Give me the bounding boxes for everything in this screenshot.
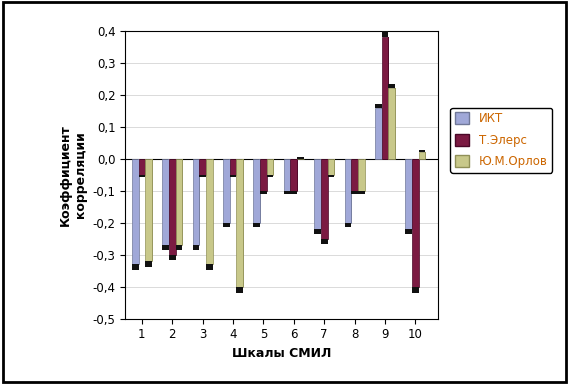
Bar: [242, 159, 244, 287]
Bar: [199, 175, 206, 177]
Bar: [145, 159, 146, 175]
Bar: [223, 159, 230, 223]
Bar: [297, 157, 304, 159]
Bar: [138, 159, 145, 175]
Bar: [419, 151, 426, 152]
Bar: [328, 175, 334, 177]
Bar: [236, 287, 243, 293]
Bar: [206, 264, 213, 270]
Bar: [267, 159, 274, 175]
Bar: [145, 261, 152, 267]
Bar: [260, 191, 267, 194]
Bar: [375, 104, 382, 108]
Bar: [387, 37, 389, 159]
Bar: [175, 159, 176, 255]
Bar: [267, 175, 274, 177]
Legend: ИКТ, Т.Элерс, Ю.М.Орлов: ИКТ, Т.Элерс, Ю.М.Орлов: [450, 108, 552, 173]
Bar: [411, 159, 413, 229]
Bar: [199, 159, 200, 245]
Bar: [273, 159, 274, 175]
Bar: [320, 159, 321, 229]
Bar: [176, 245, 182, 250]
Bar: [284, 159, 290, 191]
Bar: [138, 159, 139, 264]
Bar: [418, 159, 419, 287]
Bar: [290, 191, 297, 194]
Bar: [314, 229, 321, 233]
Bar: [345, 159, 351, 223]
Bar: [321, 239, 328, 243]
Bar: [290, 159, 297, 191]
Bar: [223, 223, 230, 227]
Bar: [193, 245, 199, 250]
Bar: [253, 159, 260, 223]
Bar: [230, 159, 236, 175]
X-axis label: Шкалы СМИЛ: Шкалы СМИЛ: [232, 347, 331, 360]
Bar: [176, 159, 182, 245]
Bar: [405, 229, 412, 233]
Bar: [314, 159, 321, 229]
Bar: [205, 159, 207, 175]
Bar: [145, 159, 152, 261]
Bar: [290, 159, 291, 191]
Bar: [284, 191, 290, 194]
Bar: [182, 159, 183, 245]
Bar: [382, 31, 388, 37]
Bar: [169, 255, 176, 260]
Bar: [358, 159, 365, 191]
Bar: [253, 223, 260, 227]
Bar: [419, 152, 426, 159]
Bar: [266, 159, 267, 191]
Bar: [132, 159, 138, 264]
Bar: [138, 175, 145, 177]
Bar: [351, 159, 352, 223]
Bar: [168, 159, 170, 245]
Bar: [328, 159, 334, 175]
Bar: [364, 159, 365, 191]
Bar: [358, 191, 365, 194]
Bar: [229, 159, 230, 223]
Bar: [162, 245, 169, 250]
Bar: [388, 88, 395, 159]
Bar: [388, 84, 395, 88]
Bar: [236, 159, 243, 287]
Bar: [357, 159, 358, 191]
Bar: [206, 159, 213, 264]
Bar: [212, 159, 213, 264]
Bar: [333, 159, 335, 175]
Y-axis label: Коэффициент
корреляции: Коэффициент корреляции: [59, 124, 87, 226]
Bar: [260, 159, 267, 191]
Bar: [296, 159, 298, 191]
Bar: [382, 37, 388, 159]
Bar: [193, 159, 199, 245]
Bar: [162, 159, 169, 245]
Bar: [351, 159, 358, 191]
Bar: [199, 159, 206, 175]
Bar: [375, 108, 382, 159]
Bar: [412, 287, 419, 293]
Bar: [236, 159, 237, 175]
Bar: [321, 159, 328, 239]
Bar: [230, 175, 236, 177]
Bar: [327, 159, 328, 239]
Bar: [425, 152, 426, 159]
Bar: [132, 264, 138, 270]
Bar: [151, 159, 152, 261]
Bar: [405, 159, 412, 229]
Bar: [394, 88, 395, 159]
Bar: [259, 159, 261, 223]
Bar: [345, 223, 351, 227]
Bar: [381, 108, 382, 159]
Bar: [351, 191, 358, 194]
Bar: [412, 159, 419, 287]
Bar: [169, 159, 176, 255]
